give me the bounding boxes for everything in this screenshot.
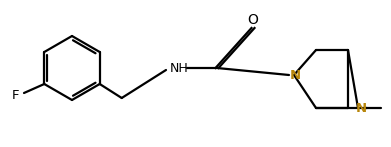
Text: NH: NH — [170, 61, 189, 75]
Text: N: N — [290, 69, 301, 81]
Text: F: F — [12, 88, 20, 101]
Text: N: N — [356, 101, 367, 115]
Text: O: O — [248, 13, 258, 27]
